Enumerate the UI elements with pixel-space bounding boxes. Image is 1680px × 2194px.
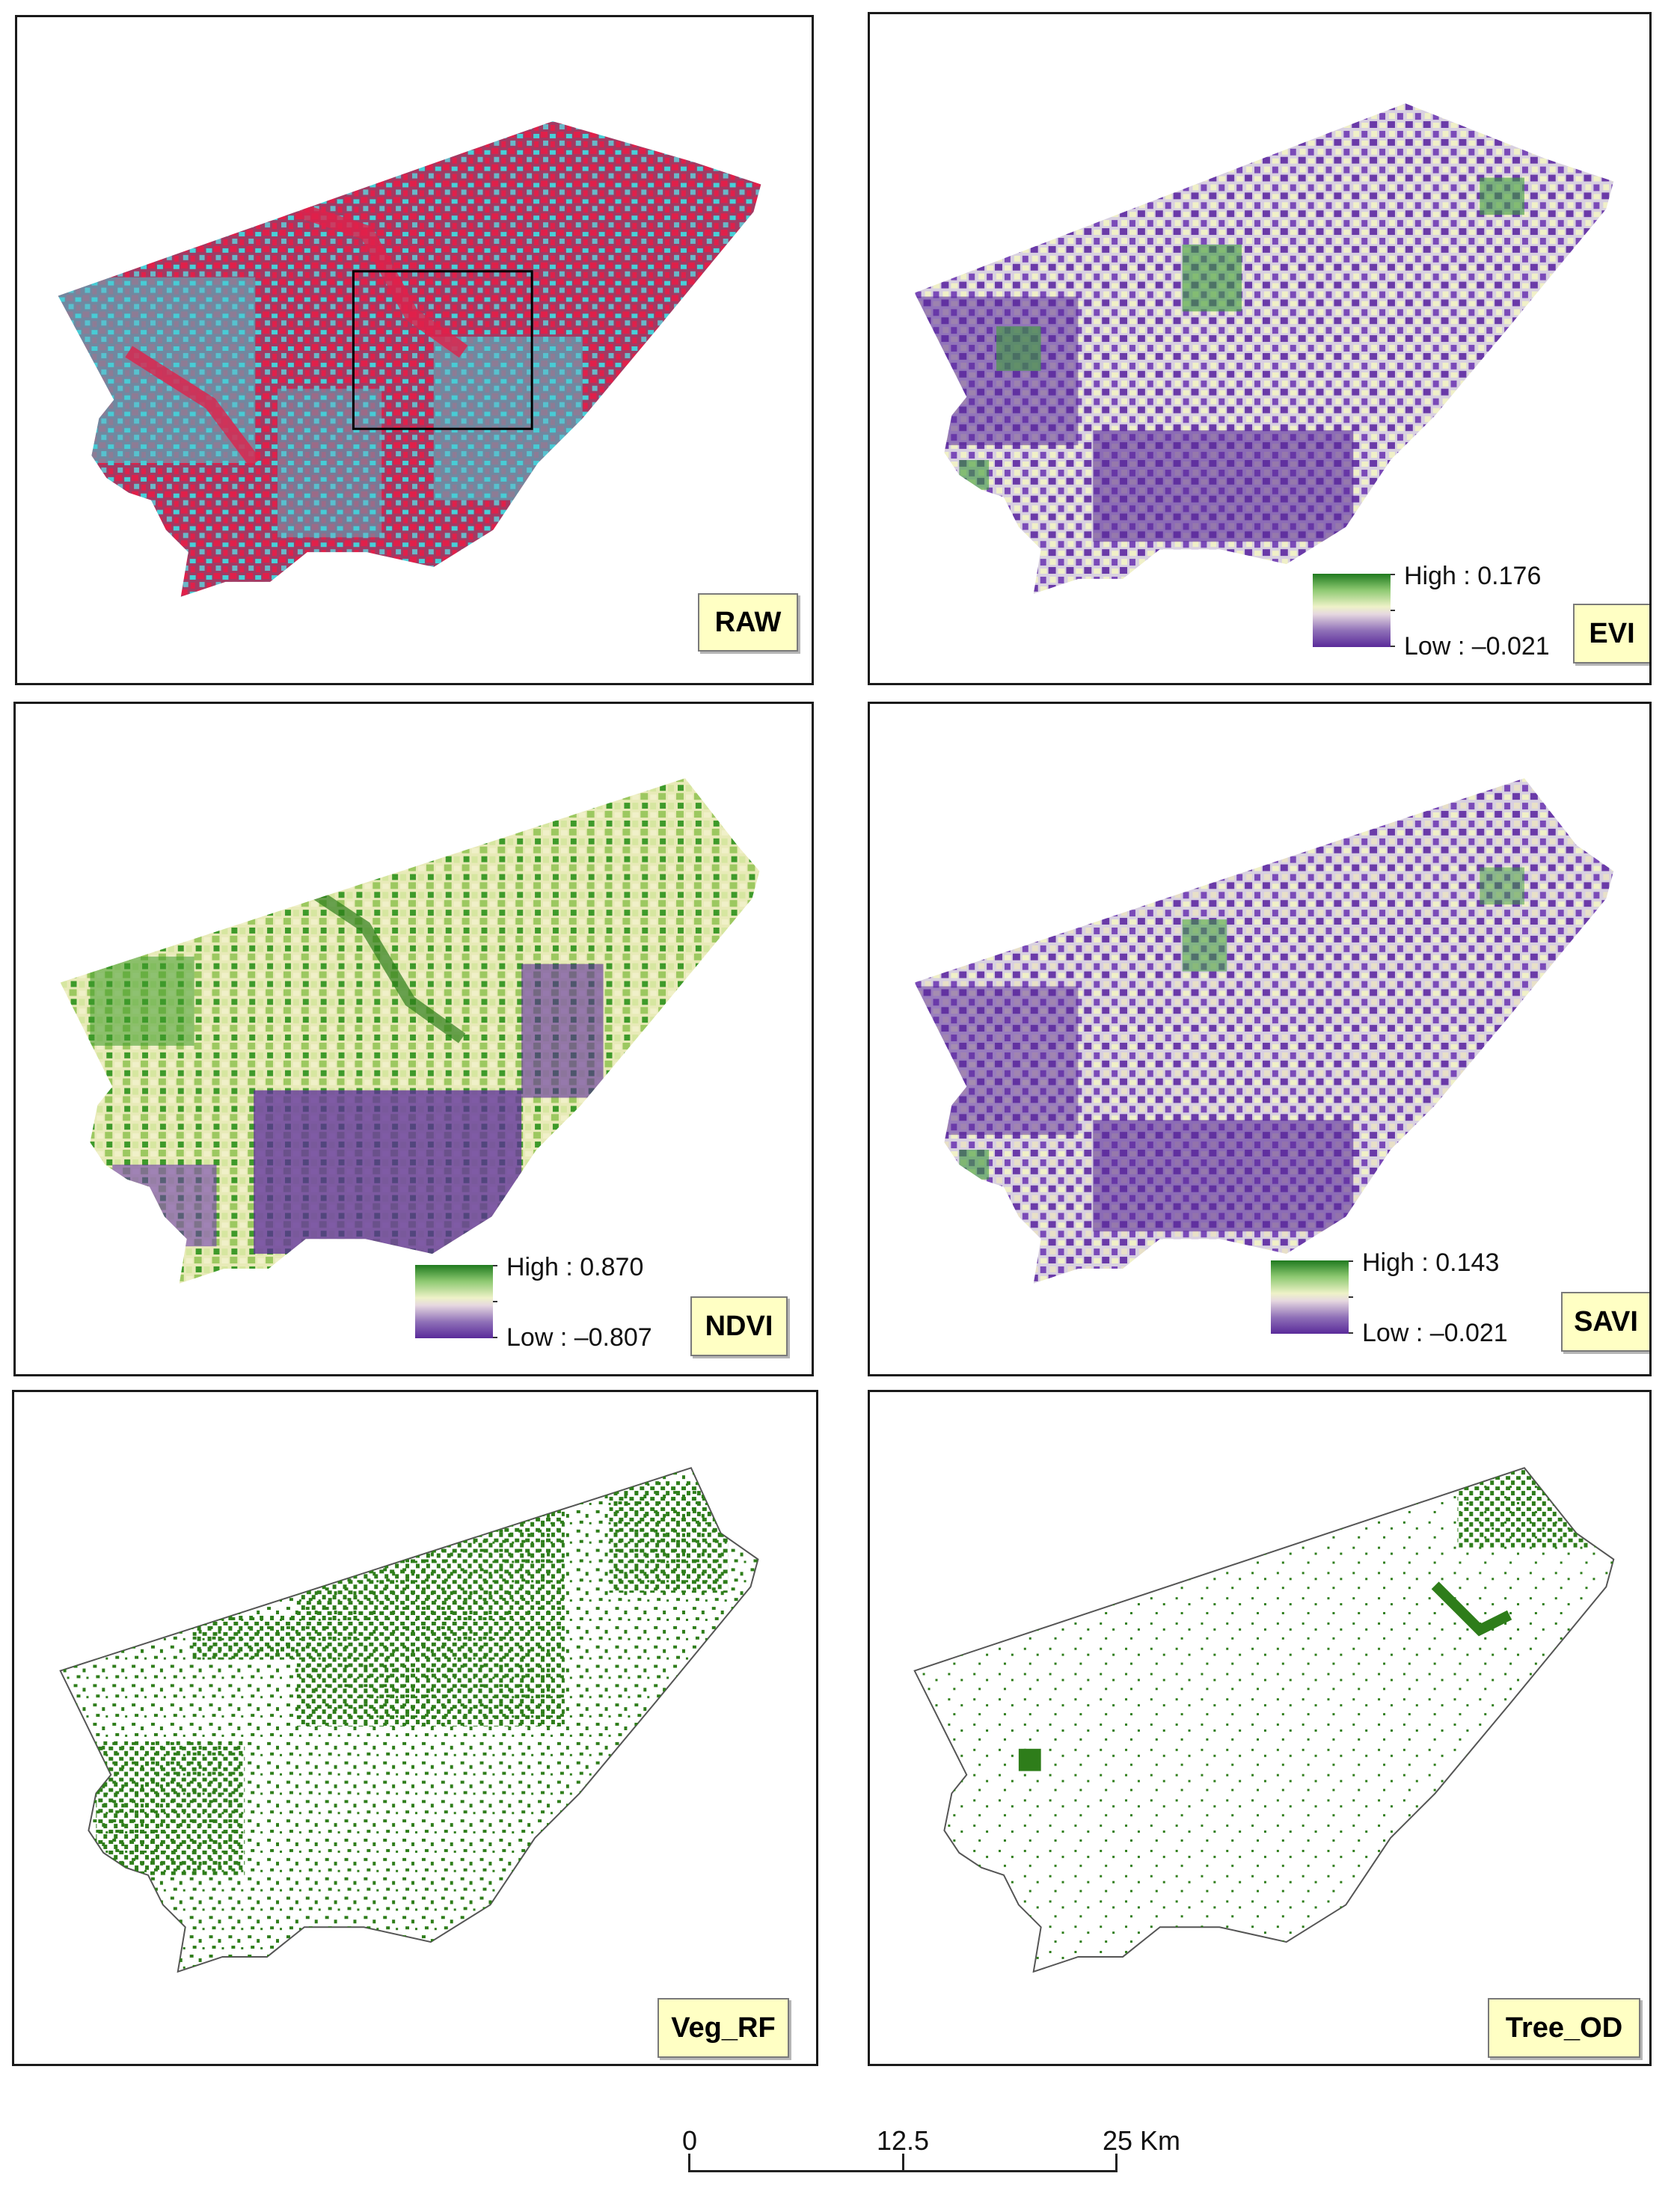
- scale-bar: 0 12.5 25 Km: [682, 2125, 1180, 2181]
- vegrf-map-panel: Veg_RF: [12, 1390, 818, 2066]
- evi-legend-high: High : 0.176: [1404, 562, 1542, 590]
- ndvi-legend: High : 0.870 Low : –0.807: [415, 1253, 714, 1352]
- panel-label-treeod: Tree_OD: [1488, 1998, 1640, 2058]
- savi-map: [914, 778, 1614, 1284]
- savi-legend-low: Low : –0.021: [1362, 1319, 1508, 1347]
- scale-tick-12-5: 12.5: [876, 2125, 930, 2156]
- treeod-map-panel: Tree_OD: [868, 1390, 1652, 2066]
- savi-legend: High : 0.143 Low : –0.021: [1271, 1248, 1570, 1347]
- evi-map-panel: High : 0.176 Low : –0.021 EVI: [868, 12, 1652, 685]
- raw-map: [58, 121, 761, 597]
- treeod-map: [913, 1467, 1615, 1973]
- savi-color-ramp: [1271, 1260, 1349, 1334]
- panel-label-raw: RAW: [698, 593, 798, 652]
- savi-map-panel: High : 0.143 Low : –0.021 SAVI: [868, 702, 1652, 1376]
- evi-map: [914, 103, 1614, 594]
- evi-legend: High : 0.176 Low : –0.021: [1313, 562, 1612, 661]
- panel-label-savi: SAVI: [1561, 1292, 1649, 1352]
- panel-label-ndvi: NDVI: [690, 1296, 788, 1356]
- evi-legend-low: Low : –0.021: [1404, 632, 1550, 661]
- ndvi-color-ramp: [415, 1265, 493, 1338]
- ndvi-map: [60, 778, 760, 1284]
- ndvi-legend-low: Low : –0.807: [506, 1323, 652, 1352]
- ndvi-map-panel: High : 0.870 Low : –0.807 NDVI: [13, 702, 814, 1376]
- scale-tick-0: 0: [681, 2125, 698, 2156]
- vegrf-map: [59, 1467, 759, 1973]
- ndvi-legend-high: High : 0.870: [506, 1253, 644, 1281]
- evi-color-ramp: [1313, 574, 1391, 647]
- scale-tick-25-km: 25 Km: [1102, 2125, 1181, 2156]
- panel-label-evi: EVI: [1573, 604, 1649, 664]
- raw-map-panel: RAW: [15, 15, 814, 685]
- zoom-extent-box: [352, 270, 533, 430]
- panel-label-vegrf: Veg_RF: [657, 1998, 789, 2058]
- savi-legend-high: High : 0.143: [1362, 1248, 1500, 1277]
